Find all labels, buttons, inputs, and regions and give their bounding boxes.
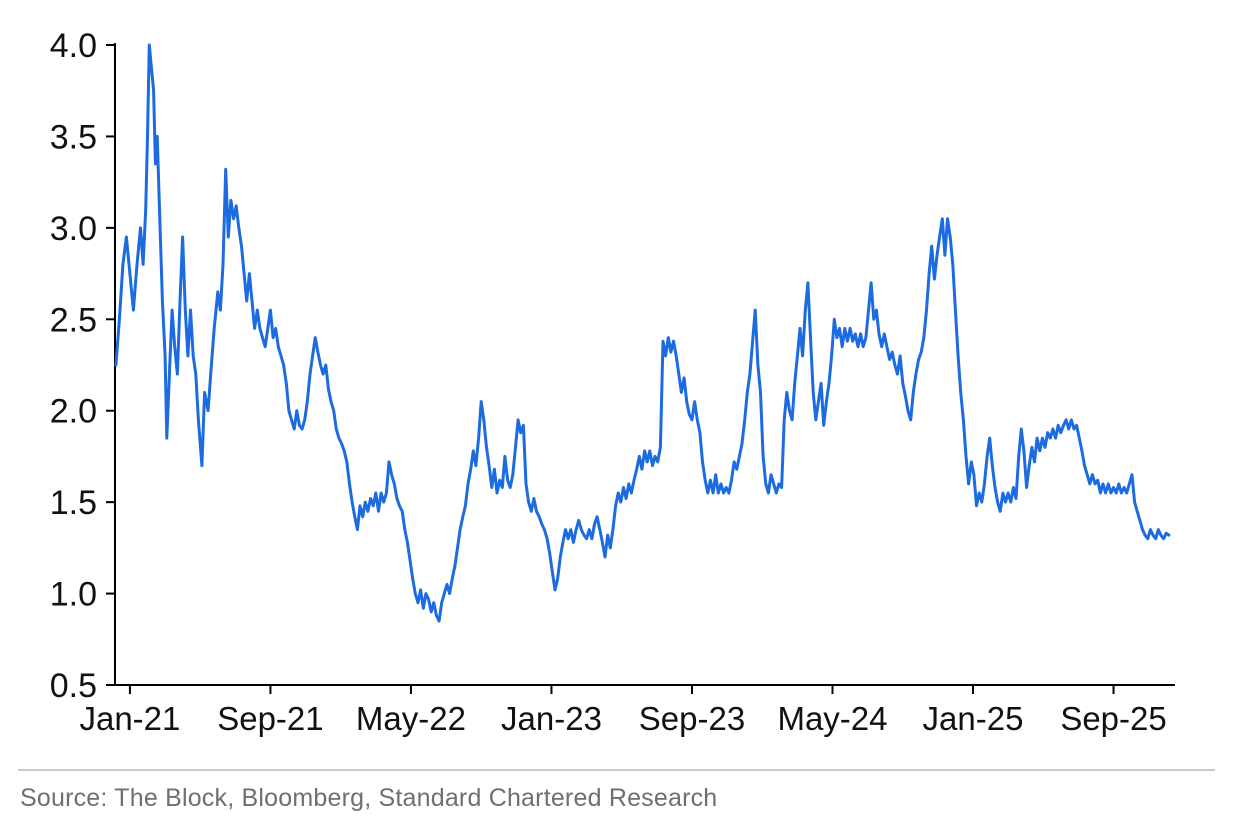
source-divider xyxy=(18,769,1215,771)
x-axis-label: Sep-21 xyxy=(217,700,323,737)
y-axis-label: 1.0 xyxy=(50,576,97,614)
source-text: Source: The Block, Bloomberg, Standard C… xyxy=(20,784,718,812)
y-axis-label: 1.5 xyxy=(50,484,97,522)
y-axis-label: 3.0 xyxy=(50,210,97,248)
x-axis-label: Jan-23 xyxy=(501,700,602,737)
y-axis-label: 0.5 xyxy=(50,667,97,705)
x-axis-label: Jan-25 xyxy=(923,700,1024,737)
x-axis-label: May-22 xyxy=(356,700,466,737)
y-axis-label: 3.5 xyxy=(50,118,97,156)
x-axis-label: May-24 xyxy=(777,700,887,737)
x-axis-label: Sep-25 xyxy=(1060,700,1166,737)
data-line-ratio xyxy=(114,43,1171,623)
x-axis-label: Jan-21 xyxy=(79,700,180,737)
y-axis-label: 2.0 xyxy=(50,393,97,431)
y-axis-label: 2.5 xyxy=(50,301,97,339)
y-axis-label: 4.0 xyxy=(50,27,97,65)
x-axis-label: Sep-23 xyxy=(639,700,745,737)
